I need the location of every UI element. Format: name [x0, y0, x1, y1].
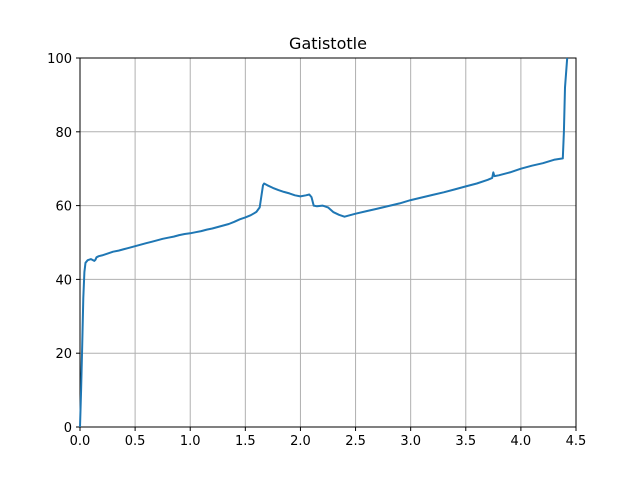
x-tick-label: 0.0 — [70, 434, 91, 449]
y-tick-label: 80 — [55, 126, 72, 141]
x-tick-label: 4.5 — [566, 434, 587, 449]
series-line — [79, 57, 569, 428]
y-tick-label: 100 — [47, 52, 72, 67]
x-tick-label: 0.5 — [125, 434, 146, 449]
x-tick-label: 2.0 — [290, 434, 311, 449]
x-tick-label: 3.0 — [400, 434, 421, 449]
x-tick-label: 4.0 — [511, 434, 532, 449]
x-tick-label: 3.5 — [455, 434, 476, 449]
x-tick-label: 1.5 — [235, 434, 256, 449]
y-tick-label: 40 — [55, 273, 72, 288]
plot-area-frame — [79, 57, 577, 428]
x-tick-label: 1.0 — [180, 434, 201, 449]
axis-ticks: 0.0 0.5 1.0 1.5 2.0 2.5 3.0 3.5 4.0 4.5 0 20 40 60 80 1… — [47, 52, 586, 449]
y-tick-label: 0 — [64, 421, 72, 436]
x-tick-label: 2.5 — [345, 434, 366, 449]
series-group — [79, 57, 569, 428]
y-tick-label: 20 — [55, 347, 72, 362]
chart-title: Gatistotle — [289, 34, 367, 53]
y-tick-label: 60 — [55, 200, 72, 215]
